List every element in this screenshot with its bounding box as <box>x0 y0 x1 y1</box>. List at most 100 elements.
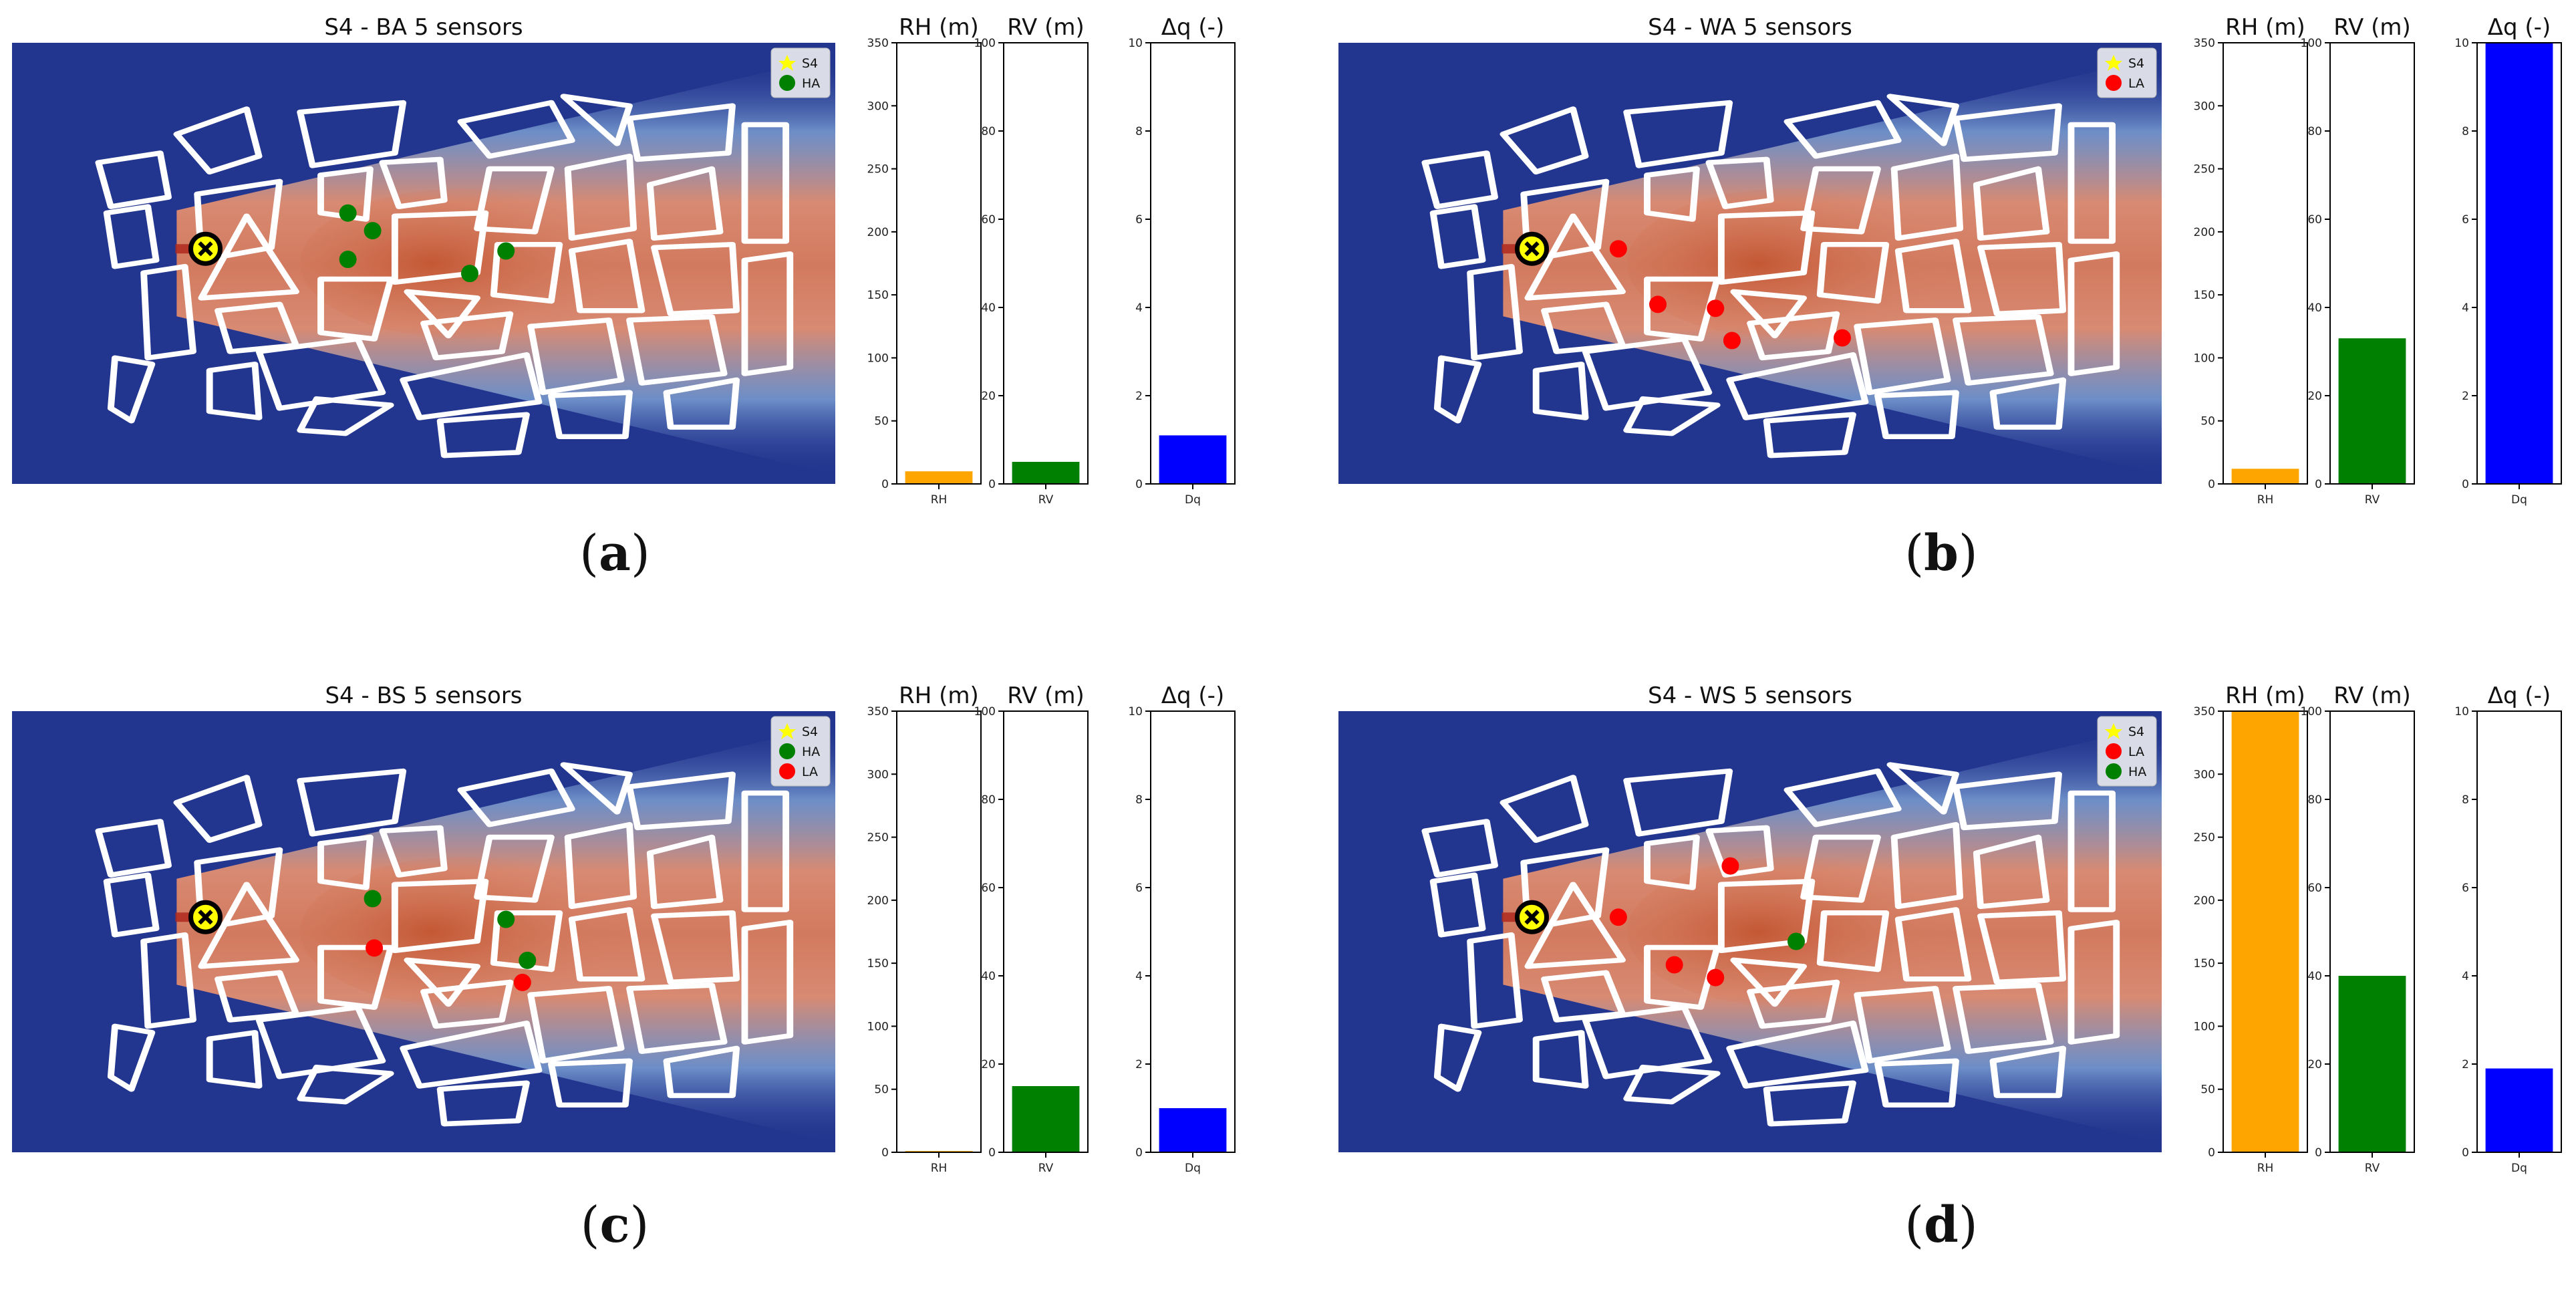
y-tick-label: 6 <box>2462 882 2469 895</box>
plume-map: S4 LA <box>1338 43 2162 484</box>
y-tick-label: 10 <box>1128 37 1143 50</box>
plot-area <box>897 711 981 1152</box>
y-tick-label: 350 <box>867 705 889 719</box>
x-tick-label: Dq <box>1185 1162 1201 1175</box>
y-tick-label: 200 <box>867 226 889 239</box>
y-tick-label: 2 <box>1135 1058 1143 1071</box>
y-tick-label: 300 <box>2194 768 2215 781</box>
y-tick-label: 0 <box>2315 1146 2322 1160</box>
sensor-ha <box>519 951 537 969</box>
y-tick-label: 80 <box>981 793 996 807</box>
y-tick-label: 20 <box>981 390 996 403</box>
sensor-la <box>1723 332 1741 350</box>
bar-rv <box>1012 462 1080 484</box>
sensor-la <box>1649 295 1667 313</box>
legend-label: S4 <box>802 56 818 71</box>
panel-label: (c) <box>580 1196 650 1254</box>
bar-rv <box>2338 338 2406 484</box>
y-tick-label: 0 <box>2462 478 2469 491</box>
legend: S4 HA LA <box>770 716 831 787</box>
legend-dot-icon <box>779 763 795 779</box>
y-tick-label: 100 <box>867 352 889 365</box>
x-tick-label: Dq <box>1185 493 1201 507</box>
bar-title: RH (m) <box>2225 14 2305 41</box>
legend-dot-icon <box>779 75 795 91</box>
bar-rh <box>905 471 973 484</box>
y-tick-label: 0 <box>2208 1146 2215 1160</box>
y-tick-label: 8 <box>1135 793 1143 807</box>
legend-label: LA <box>802 765 818 779</box>
bar-title: RH (m) <box>2225 682 2305 709</box>
bar-title: Δq (-) <box>1161 682 1224 709</box>
bar-chart-dq: 0 2 4 6 8 10 Dq Δq (-) <box>2454 14 2562 507</box>
sensor-la <box>1707 299 1725 317</box>
sensor-la <box>1721 857 1739 875</box>
bar-chart-rh: 0 50 100 150 200 250 300 350 RH RH (m) <box>2194 682 2308 1175</box>
legend-star-icon <box>2105 723 2122 739</box>
plot-area <box>897 43 981 484</box>
y-tick-label: 8 <box>1135 125 1143 138</box>
sensor-la <box>366 939 384 957</box>
panel-label: (b) <box>1904 525 1978 582</box>
panel-letter: d <box>1924 1196 1959 1254</box>
bar-chart-rh: 0 50 100 150 200 250 300 350 RH RH (m) <box>867 14 982 507</box>
source-cross-icon <box>198 241 213 257</box>
bar-title: RV (m) <box>1007 682 1084 709</box>
legend-label: S4 <box>2128 725 2144 739</box>
y-tick-label: 0 <box>1135 478 1143 491</box>
legend-label: HA <box>802 745 820 759</box>
legend-dot-icon <box>2106 743 2122 759</box>
y-tick-label: 40 <box>981 970 996 983</box>
legend-star-icon <box>778 723 796 739</box>
bar-chart-rv: 0 20 40 60 80 100 RV RV (m) <box>974 682 1089 1175</box>
legend-star-icon <box>778 55 796 71</box>
y-tick-label: 2 <box>2462 1058 2469 1071</box>
x-tick-label: Dq <box>2511 1162 2527 1175</box>
x-tick-label: RV <box>1038 493 1054 507</box>
bar-chart-rv: 0 20 40 60 80 100 RV RV (m) <box>2301 682 2415 1175</box>
y-tick-label: 350 <box>2194 37 2215 50</box>
y-tick-label: 0 <box>1135 1146 1143 1160</box>
y-tick-label: 10 <box>2454 705 2469 719</box>
legend-label: S4 <box>2128 56 2144 71</box>
bar-chart-rh: 0 50 100 150 200 250 300 350 RH RH (m) <box>2194 14 2308 507</box>
bar-title: RV (m) <box>1007 14 1084 41</box>
bar-title: Δq (-) <box>1161 14 1224 41</box>
bar-rv <box>1012 1086 1080 1152</box>
bar-chart-rv: 0 20 40 60 80 100 RV RV (m) <box>2301 14 2415 507</box>
bar-dq <box>2485 43 2553 484</box>
y-tick-label: 50 <box>874 415 889 428</box>
bar-dq <box>1159 435 1227 484</box>
bar-chart-dq: 0 2 4 6 8 10 Dq Δq (-) <box>1128 14 1236 507</box>
map-title: S4 - WA 5 sensors <box>1648 14 1852 41</box>
x-tick-label: RV <box>2365 1162 2380 1175</box>
x-tick-label: RH <box>2257 493 2274 507</box>
y-tick-label: 150 <box>867 289 889 302</box>
plot-area <box>1004 711 1088 1152</box>
y-tick-label: 300 <box>867 100 889 113</box>
bar-title: RV (m) <box>2333 682 2410 709</box>
x-tick-label: Dq <box>2511 493 2527 507</box>
sensor-ha <box>497 242 515 260</box>
bar-chart-dq: 0 2 4 6 8 10 Dq Δq (-) <box>2454 682 2562 1175</box>
source-cross-icon <box>1524 910 1540 925</box>
legend-label: LA <box>2128 76 2144 91</box>
y-tick-label: 10 <box>2454 37 2469 50</box>
y-tick-label: 250 <box>2194 163 2215 176</box>
legend-star-icon <box>2105 55 2122 71</box>
y-tick-label: 100 <box>2194 1020 2215 1033</box>
panel-label: (a) <box>579 525 650 582</box>
sensor-ha <box>339 251 357 269</box>
y-tick-label: 80 <box>2307 793 2322 807</box>
y-tick-label: 4 <box>2462 970 2469 983</box>
y-tick-label: 200 <box>2194 226 2215 239</box>
y-tick-label: 100 <box>2301 705 2322 719</box>
y-tick-label: 150 <box>2194 289 2215 302</box>
panel-letter: c <box>599 1196 630 1254</box>
y-tick-label: 2 <box>1135 390 1143 403</box>
y-tick-label: 0 <box>881 478 889 491</box>
plot-area <box>1151 711 1235 1152</box>
y-tick-label: 300 <box>2194 100 2215 113</box>
y-tick-label: 50 <box>2200 415 2215 428</box>
